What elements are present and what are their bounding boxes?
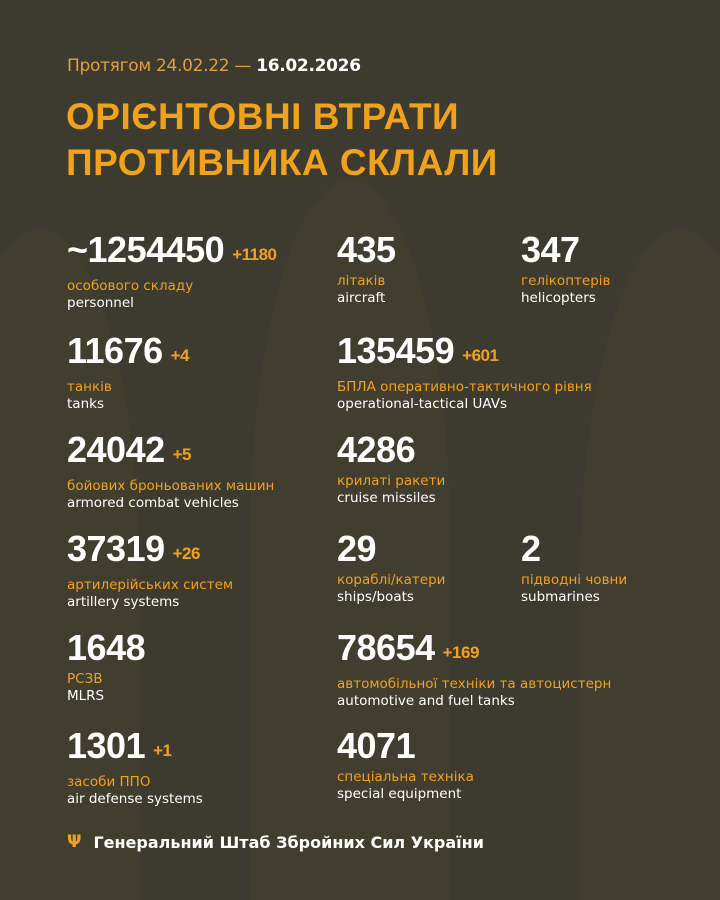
stat-item: 135459 +601 БПЛА оперативно-тактичного рі… (337, 333, 592, 413)
stat-delta: +601 (462, 346, 499, 365)
stat-label-en: air defense systems (67, 791, 203, 807)
stat-label-ua: крилаті ракети (337, 473, 446, 489)
stat-value: 1301 +1 (67, 728, 203, 769)
stat-value: 347 (521, 232, 610, 268)
stat-label-en: operational-tactical UAVs (337, 396, 508, 412)
stat-item: 347 гелікоптерів helicopters (521, 232, 610, 307)
stat-number: 11676 (67, 330, 163, 371)
stat-label-en: special equipment (337, 786, 462, 802)
stat-label-en: aircraft (337, 290, 386, 306)
stat-value: 135459 +601 (337, 333, 592, 374)
stat-label-en: tanks (67, 396, 104, 412)
stat-number: 78654 (337, 627, 435, 668)
stat-label-ua: БПЛА оперативно-тактичного рівня (337, 379, 592, 395)
stat-number: 2 (521, 528, 541, 569)
stat-delta: +5 (172, 445, 192, 464)
stat-value: 4286 (337, 432, 445, 468)
stat-item: 4286 крилаті ракети cruise missiles (337, 432, 445, 507)
bg-shape (250, 180, 450, 900)
stat-label-en: automotive and fuel tanks (337, 693, 515, 709)
stat-label-ua: бойових броньованих машин (67, 478, 275, 494)
footer: Ψ Генеральний Штаб Збройних Сил України (67, 832, 484, 852)
stat-item: 37319 +26 артилерійських систем artillery… (67, 531, 233, 611)
stat-value: 29 (337, 531, 445, 567)
stat-number: 347 (521, 229, 580, 270)
stat-delta: +1 (153, 741, 172, 760)
title-line-2: ПРОТИВНИКА СКЛАЛИ (66, 142, 498, 183)
stat-value: 11676 +4 (67, 330, 190, 374)
stat-item: 11676 +4 танків tanks (67, 330, 190, 413)
stat-label-ua: особового складу (67, 278, 194, 294)
stat-label-ua: літаків (337, 273, 386, 289)
title-line-1: ОРІЄНТОВНІ ВТРАТИ (66, 96, 460, 137)
stat-number: 435 (337, 229, 396, 270)
stat-item: 24042 +5 бойових броньованих машин armore… (67, 432, 274, 512)
stat-number: 37319 (67, 528, 165, 569)
stat-number: 1648 (67, 627, 146, 668)
stat-number: ~1254450 (67, 229, 225, 270)
stat-label-ua: автомобільної техніки та автоцистерн (337, 676, 612, 692)
stat-delta: +1180 (232, 245, 277, 264)
stat-item: 2 підводні човни submarines (521, 531, 627, 606)
stat-number: 4071 (337, 725, 416, 766)
stat-label-ua: засоби ППО (67, 774, 151, 790)
stat-label-en: submarines (521, 589, 600, 605)
stat-item: 78654 +169 автомобільної техніки та автоц… (337, 630, 611, 710)
stat-item: 1301 +1 засоби ППО air defense systems (67, 728, 203, 808)
stat-label-en: artillery systems (67, 594, 180, 610)
stat-item: 1648 РСЗВ MLRS (67, 627, 146, 705)
period: Протягом 24.02.22 — 16.02.2026 (67, 56, 361, 76)
stat-label-ua: кораблі/катери (337, 572, 446, 588)
stat-item: ~1254450 +1180 особового складу personnel (67, 232, 277, 312)
stat-label-ua: артилерійських систем (67, 577, 234, 593)
stat-delta: +169 (442, 643, 480, 662)
stat-label-en: MLRS (67, 688, 105, 704)
stat-label-ua: гелікоптерів (521, 273, 611, 289)
stat-delta: +26 (172, 544, 201, 563)
stat-number: 4286 (337, 429, 416, 470)
stat-label-ua: РСЗВ (67, 671, 103, 687)
stat-value: 435 (337, 232, 396, 268)
stat-label-en: ships/boats (337, 589, 414, 605)
stat-value: 37319 +26 (67, 531, 233, 572)
stat-value: ~1254450 +1180 (67, 232, 277, 273)
stat-value: 24042 +5 (67, 432, 274, 473)
stat-label-en: armored combat vehicles (67, 495, 239, 511)
stat-item: 4071 спеціальна техніка special equipmen… (337, 728, 474, 803)
stat-delta: +4 (170, 346, 190, 365)
stat-value: 4071 (337, 728, 474, 764)
stat-label-ua: спеціальна техніка (337, 769, 474, 785)
stat-label-ua: танків (67, 379, 112, 395)
stat-number: 29 (337, 528, 377, 569)
footer-text: Генеральний Штаб Збройних Сил України (93, 832, 484, 852)
page-title: ОРІЄНТОВНІ ВТРАТИ ПРОТИВНИКА СКЛАЛИ (66, 94, 498, 186)
stat-label-en: cruise missiles (337, 490, 436, 506)
period-prefix: Протягом 24.02.22 — (67, 56, 252, 76)
stat-value: 2 (521, 531, 627, 567)
stat-label-en: personnel (67, 295, 134, 311)
stat-label-en: helicopters (521, 290, 596, 306)
trident-icon: Ψ (67, 832, 82, 852)
stat-number: 135459 (337, 330, 455, 371)
stat-number: 24042 (67, 429, 165, 470)
stat-item: 29 кораблі/катери ships/boats (337, 531, 445, 606)
stat-number: 1301 (67, 725, 146, 766)
stat-value: 1648 (67, 627, 146, 668)
stat-label-ua: підводні човни (521, 572, 628, 588)
stat-value: 78654 +169 (337, 630, 611, 671)
period-end: 16.02.2026 (256, 56, 361, 76)
stat-item: 435 літаків aircraft (337, 232, 396, 307)
